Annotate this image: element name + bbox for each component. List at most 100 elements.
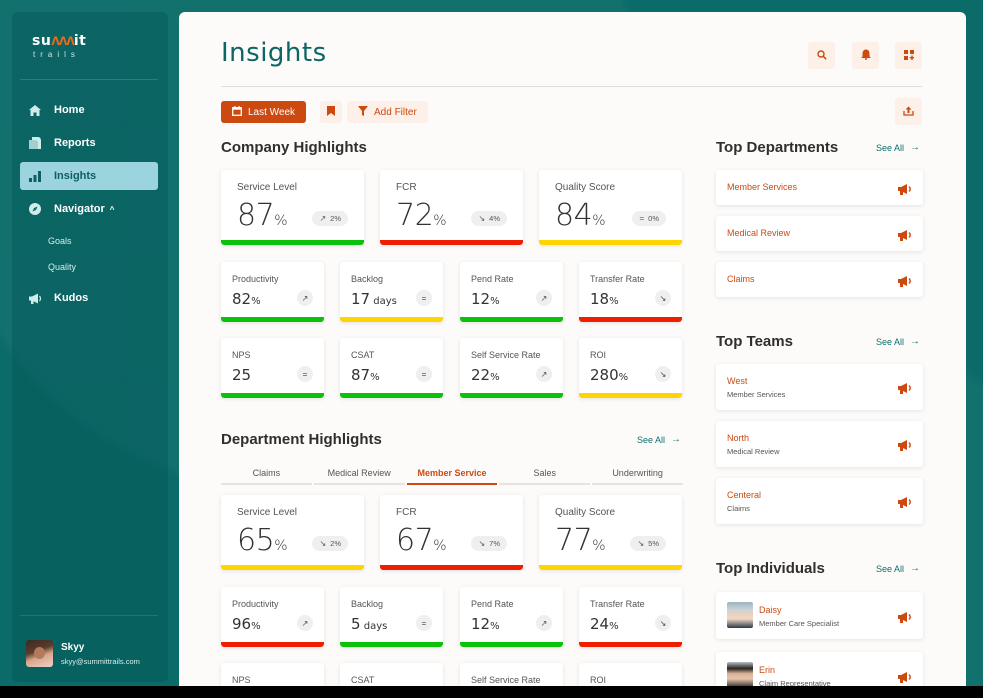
sidebar-item-navigator[interactable]: Navigator ^ xyxy=(20,195,158,223)
add-filter-button[interactable]: Add Filter xyxy=(347,101,428,123)
department-highlights-title: Department Highlights xyxy=(221,431,382,448)
trend-icon: = xyxy=(639,214,645,223)
trend-icon: = xyxy=(416,366,432,382)
top-team-item[interactable]: West Member Services xyxy=(716,364,923,410)
kpi-card[interactable]: FCR 72% ↘ 4% xyxy=(380,170,523,245)
kpi-label: Backlog xyxy=(351,599,384,609)
tab-member-service[interactable]: Member Service xyxy=(406,461,498,485)
trend-badge: ↘ 2% xyxy=(312,536,348,551)
top-individual-item[interactable]: Daisy Member Care Specialist xyxy=(716,592,923,639)
megaphone-icon[interactable] xyxy=(898,182,912,195)
status-bar xyxy=(579,393,682,398)
kpi-card-small[interactable]: CSAT xyxy=(340,663,443,686)
kpi-label: NPS xyxy=(232,675,251,685)
kpi-card[interactable]: Quality Score 77% ↘ 5% xyxy=(539,495,682,570)
tab-underwriting[interactable]: Underwriting xyxy=(592,461,683,485)
user-name: Skyy xyxy=(61,641,85,653)
top-team-item[interactable]: North Medical Review xyxy=(716,421,923,467)
kpi-card-small[interactable]: Self Service Rate xyxy=(460,663,563,686)
trend-icon: ↘ xyxy=(478,539,486,548)
kpi-card-small[interactable]: Self Service Rate 22% ↗ xyxy=(460,338,563,398)
sidebar-item-home[interactable]: Home xyxy=(20,96,158,124)
user-profile[interactable]: Skyy skyy@summittrails.com xyxy=(26,640,140,667)
trend-icon: ↗ xyxy=(536,366,552,382)
top-individual-item[interactable]: Erin Claim Representative xyxy=(716,652,923,686)
date-range-button[interactable]: Last Week xyxy=(221,101,307,123)
megaphone-icon[interactable] xyxy=(898,381,912,394)
export-button[interactable] xyxy=(895,98,922,125)
trend-icon: ↘ xyxy=(655,615,671,631)
megaphone-icon[interactable] xyxy=(898,495,912,508)
kpi-card-small[interactable]: Pend Rate 12% ↗ xyxy=(460,262,563,322)
kpi-card-small[interactable]: Productivity 82% ↗ xyxy=(221,262,324,322)
divider xyxy=(20,79,158,80)
megaphone-icon[interactable] xyxy=(898,438,912,451)
sidebar-item-insights[interactable]: Insights xyxy=(20,162,158,190)
kpi-card-small[interactable]: ROI 280% ↘ xyxy=(579,338,682,398)
team-name: Centeral xyxy=(727,490,762,500)
megaphone-icon[interactable] xyxy=(898,610,912,623)
kpi-unit: % xyxy=(609,296,619,307)
kpi-value: 12% xyxy=(471,290,500,308)
trend-badge: = 0% xyxy=(632,211,666,226)
sidebar-subitem-label: Quality xyxy=(48,262,77,272)
bookmark-button[interactable] xyxy=(320,101,342,123)
kpi-unit: days xyxy=(360,621,388,632)
kpi-card-small[interactable]: Backlog 17 days = xyxy=(340,262,443,322)
kpi-card-small[interactable]: Productivity 96% ↗ xyxy=(221,587,324,647)
sidebar: suᐱᐱᐱit trails Home Reports Insi xyxy=(12,12,168,682)
kpi-card[interactable]: Quality Score 84% = 0% xyxy=(539,170,682,245)
kpi-label: Self Service Rate xyxy=(471,350,541,360)
sidebar-item-kudos[interactable]: Kudos xyxy=(20,284,158,312)
tab-medical-review[interactable]: Medical Review xyxy=(313,461,405,485)
sidebar-nav: Home Reports Insights Navigator ^ xyxy=(20,96,158,317)
kpi-number: 65 xyxy=(237,523,275,558)
trend-icon: ↗ xyxy=(319,214,327,223)
kpi-card-small[interactable]: Transfer Rate 18% ↘ xyxy=(579,262,682,322)
trend-change: 2% xyxy=(330,539,341,548)
kpi-card-small[interactable]: ROI xyxy=(579,663,682,686)
kpi-card-small[interactable]: CSAT 87% = xyxy=(340,338,443,398)
top-individuals-see-all-link[interactable]: See All → xyxy=(876,563,920,574)
status-bar xyxy=(340,317,443,322)
chevron-up-icon[interactable]: ^ xyxy=(109,204,115,214)
sidebar-subitem-quality[interactable]: Quality xyxy=(20,254,158,280)
team-name: North xyxy=(727,433,750,443)
top-department-item[interactable]: Claims xyxy=(716,262,923,297)
kpi-unit: % xyxy=(592,213,606,229)
summit-trails-logo[interactable]: suᐱᐱᐱit trails xyxy=(32,34,86,59)
notifications-button[interactable] xyxy=(852,42,879,69)
top-teams-title: Top Teams xyxy=(716,333,793,350)
add-widget-button[interactable] xyxy=(895,42,922,69)
sidebar-item-reports[interactable]: Reports xyxy=(20,129,158,157)
top-team-item[interactable]: Centeral Claims xyxy=(716,478,923,524)
kpi-card[interactable]: Service Level 87% ↗ 2% xyxy=(221,170,364,245)
kpi-number: 12 xyxy=(471,615,491,633)
megaphone-icon[interactable] xyxy=(898,274,912,287)
team-department: Claims xyxy=(727,504,750,513)
team-department: Medical Review xyxy=(727,447,780,456)
kpi-card-small[interactable]: NPS xyxy=(221,663,324,686)
megaphone-icon[interactable] xyxy=(898,228,912,241)
megaphone-icon[interactable] xyxy=(898,670,912,683)
top-department-item[interactable]: Member Services xyxy=(716,170,923,205)
search-button[interactable] xyxy=(808,42,835,69)
kpi-number: 84 xyxy=(555,198,593,233)
kpi-number: 25 xyxy=(232,366,252,384)
top-department-item[interactable]: Medical Review xyxy=(716,216,923,251)
tab-sales[interactable]: Sales xyxy=(499,461,591,485)
kpi-card[interactable]: Service Level 65% ↘ 2% xyxy=(221,495,364,570)
kpi-card-small[interactable]: Backlog 5 days = xyxy=(340,587,443,647)
tab-claims[interactable]: Claims xyxy=(221,461,312,485)
kpi-card-small[interactable]: NPS 25 = xyxy=(221,338,324,398)
kpi-card-small[interactable]: Transfer Rate 24% ↘ xyxy=(579,587,682,647)
sidebar-subitem-goals[interactable]: Goals xyxy=(20,228,158,254)
status-bar xyxy=(221,565,364,570)
kpi-card[interactable]: FCR 67% ↘ 7% xyxy=(380,495,523,570)
top-departments-see-all-link[interactable]: See All → xyxy=(876,142,920,153)
kpi-card-small[interactable]: Pend Rate 12% ↗ xyxy=(460,587,563,647)
logo-subtext: trails xyxy=(33,50,80,59)
top-teams-see-all-link[interactable]: See All → xyxy=(876,336,920,347)
individual-name: Erin xyxy=(759,665,776,675)
department-see-all-link[interactable]: See All → xyxy=(637,434,681,445)
